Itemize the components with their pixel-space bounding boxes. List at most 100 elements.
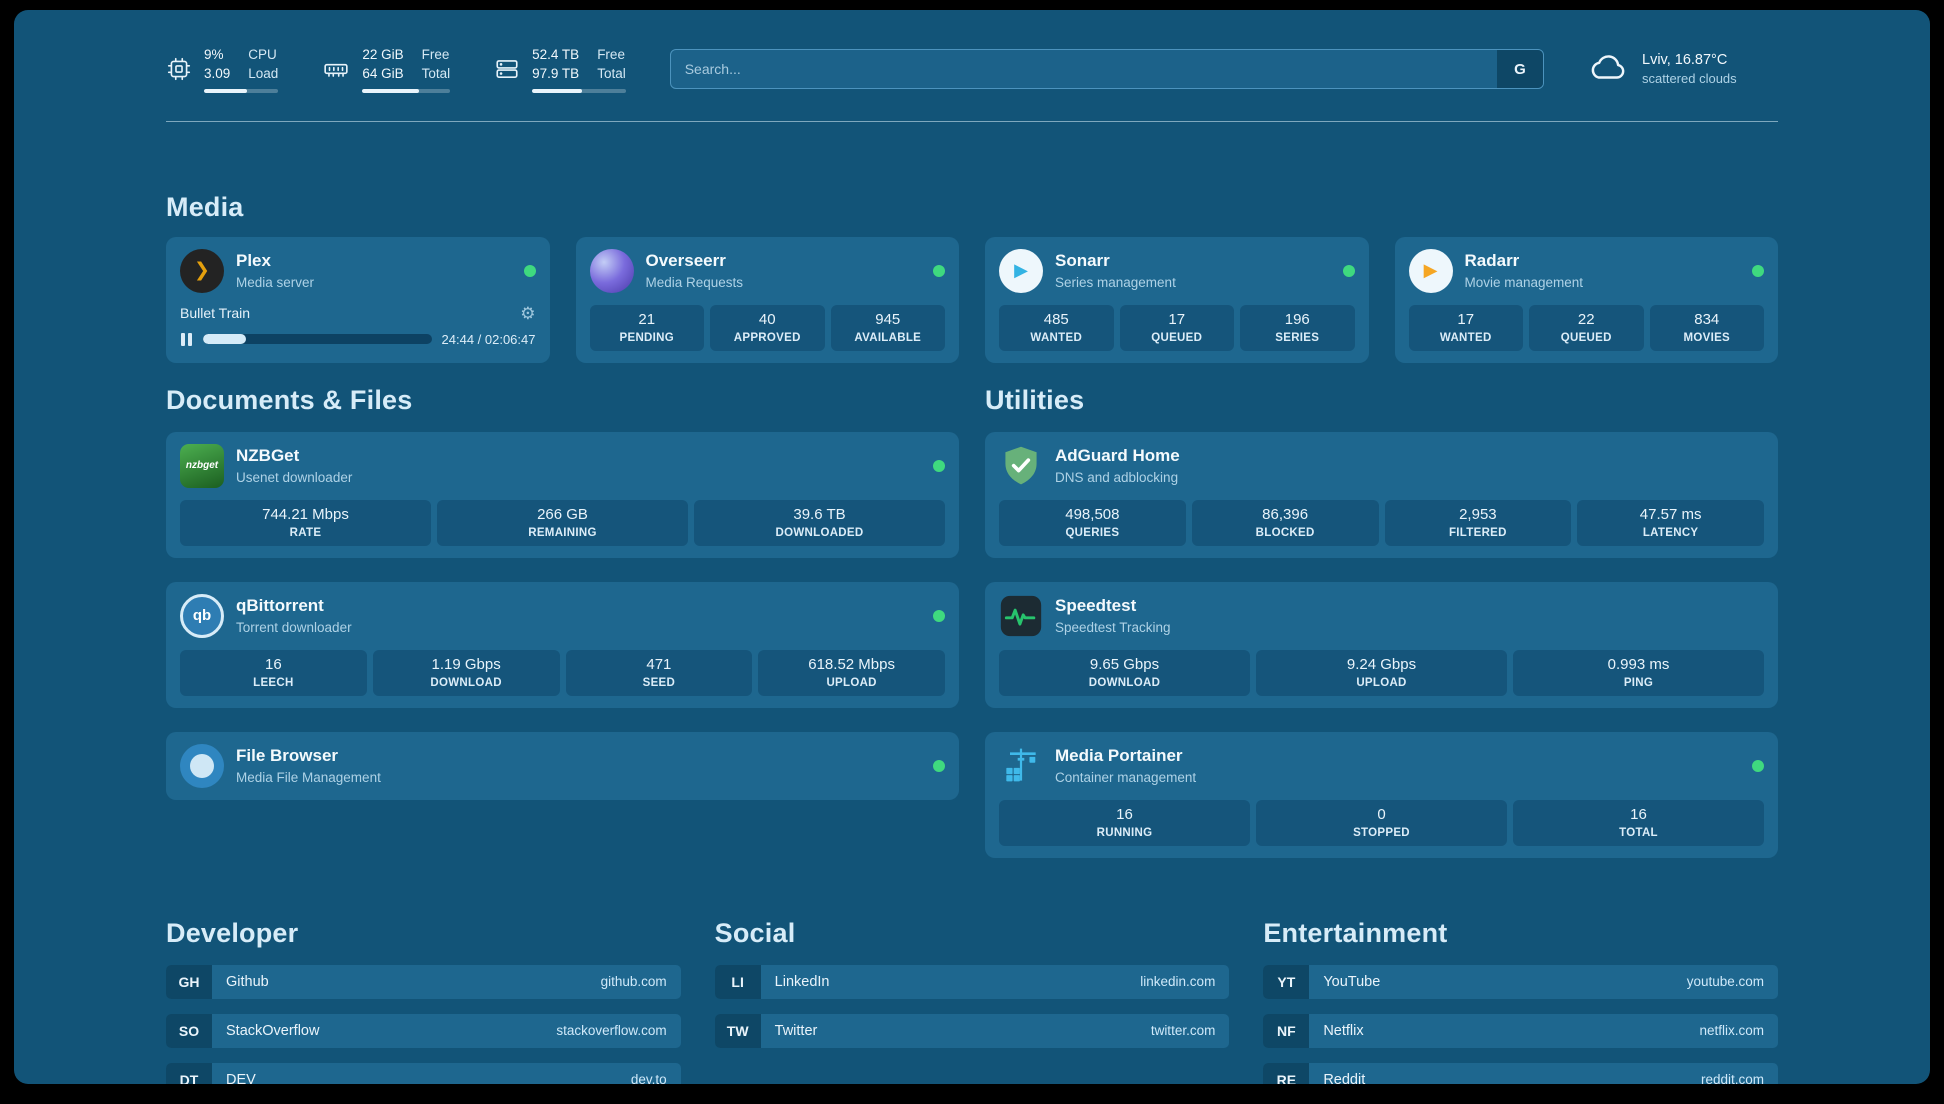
app-name: Sonarr bbox=[1055, 251, 1110, 271]
bookmark-url: stackoverflow.com bbox=[556, 1023, 667, 1039]
playback-progress-bar[interactable] bbox=[203, 334, 432, 345]
stat-total: 16 TOTAL bbox=[1513, 799, 1764, 846]
filebrowser-icon bbox=[180, 743, 224, 788]
bookmark-abbr: DT bbox=[166, 1062, 212, 1084]
search-engine-button[interactable]: G bbox=[1497, 50, 1543, 89]
stat-label: PING bbox=[1623, 676, 1654, 689]
bookmark-group-social: Social LI LinkedIn linkedin.com TW Twitt… bbox=[714, 918, 1230, 1084]
ram-free-label: Free bbox=[421, 47, 450, 62]
stat-ping: 0.993 ms PING bbox=[1513, 649, 1764, 696]
ram-total-label: Total bbox=[421, 65, 451, 81]
bookmark-youtube[interactable]: YT YouTube youtube.com bbox=[1263, 964, 1778, 999]
search-input[interactable] bbox=[670, 50, 1497, 89]
stat-value: 22 bbox=[1577, 310, 1595, 328]
stat-latency: 47.57 ms LATENCY bbox=[1577, 499, 1764, 546]
stat-label: DOWNLOAD bbox=[430, 676, 502, 689]
app-name: Plex bbox=[236, 251, 271, 271]
app-card-radarr[interactable]: ▶ Radarr Movie management 17 WANTED bbox=[1394, 236, 1778, 363]
stat-label: WANTED bbox=[1030, 331, 1083, 344]
stat-value: 196 bbox=[1284, 310, 1310, 328]
pause-icon[interactable] bbox=[180, 332, 193, 347]
bookmark-label: Github bbox=[226, 973, 269, 990]
app-card-sonarr[interactable]: ▶ Sonarr Series management 485 WANTED bbox=[985, 236, 1369, 363]
bookmark-netflix[interactable]: NF Netflix netflix.com bbox=[1263, 1013, 1778, 1048]
stat-value: 47.57 ms bbox=[1639, 505, 1702, 523]
bookmark-url: youtube.com bbox=[1686, 974, 1764, 990]
disk-total-value: 97.9 TB bbox=[532, 65, 580, 81]
stat-value: 471 bbox=[646, 655, 672, 673]
section-utilities: Utilities AdGuard Home DNS and adblockin… bbox=[985, 385, 1778, 858]
stat-value: 744.21 Mbps bbox=[262, 505, 349, 523]
app-card-speedtest[interactable]: Speedtest Speedtest Tracking 9.65 Gbps D… bbox=[985, 581, 1778, 708]
bookmark-url: github.com bbox=[600, 974, 667, 990]
app-subtitle: Speedtest Tracking bbox=[1055, 619, 1171, 635]
bookmark-stackoverflow[interactable]: SO StackOverflow stackoverflow.com bbox=[166, 1013, 681, 1048]
bookmark-reddit[interactable]: RE Reddit reddit.com bbox=[1263, 1062, 1778, 1084]
developer-section-title: Developer bbox=[166, 917, 299, 948]
stat-series: 196 SERIES bbox=[1240, 304, 1355, 351]
stat-download: 1.19 Gbps DOWNLOAD bbox=[372, 649, 560, 696]
stat-label: SERIES bbox=[1275, 331, 1320, 344]
status-dot bbox=[933, 609, 945, 622]
stat-value: 9.24 Gbps bbox=[1346, 655, 1417, 673]
stat-leech: 16 LEECH bbox=[180, 649, 367, 696]
stat-value: 39.6 TB bbox=[793, 505, 846, 523]
app-subtitle: Movie management bbox=[1464, 274, 1584, 290]
app-card-filebrowser[interactable]: File Browser Media File Management bbox=[166, 731, 959, 800]
app-card-overseerr[interactable]: Overseerr Media Requests 21 PENDING 40 A… bbox=[575, 236, 959, 363]
app-name: NZBGet bbox=[236, 446, 300, 466]
weather-location: Lviv, 16.87°C bbox=[1642, 52, 1728, 69]
app-card-qbittorrent[interactable]: qb qBittorrent Torrent downloader 16 LEE… bbox=[166, 581, 959, 708]
app-card-plex[interactable]: ❯ Plex Media server Bullet Train ⚙ bbox=[166, 236, 550, 363]
stat-queries: 498,508 QUERIES bbox=[999, 499, 1186, 546]
disk-icon bbox=[494, 56, 520, 82]
stat-running: 16 RUNNING bbox=[999, 799, 1250, 846]
bookmark-url: reddit.com bbox=[1700, 1072, 1764, 1084]
bookmark-url: dev.to bbox=[630, 1072, 667, 1084]
cpu-usage-value: 9% bbox=[204, 47, 224, 62]
bookmark-linkedin[interactable]: LI LinkedIn linkedin.com bbox=[714, 964, 1230, 999]
cpu-load-value: 3.09 bbox=[204, 65, 231, 81]
stat-downloaded: 39.6 TB DOWNLOADED bbox=[694, 499, 945, 546]
stat-value: 0 bbox=[1377, 805, 1386, 823]
stat-queued: 17 QUEUED bbox=[1119, 304, 1234, 351]
stat-label: BLOCKED bbox=[1255, 526, 1315, 539]
bookmark-github[interactable]: GH Github github.com bbox=[166, 964, 681, 999]
stat-upload: 618.52 Mbps UPLOAD bbox=[758, 649, 945, 696]
app-card-portainer[interactable]: Media Portainer Container management 16 … bbox=[985, 731, 1778, 858]
bookmark-label: LinkedIn bbox=[774, 973, 830, 990]
stat-value: 834 bbox=[1694, 310, 1720, 328]
stat-label: LEECH bbox=[253, 676, 294, 689]
bookmark-abbr: SO bbox=[166, 1013, 212, 1048]
topbar: 9% 3.09 CPU Load bbox=[166, 46, 1778, 93]
stat-upload: 9.24 Gbps UPLOAD bbox=[1256, 649, 1507, 696]
stat-value: 0.993 ms bbox=[1607, 655, 1670, 673]
bookmark-label: StackOverflow bbox=[226, 1022, 320, 1039]
stat-blocked: 86,396 BLOCKED bbox=[1191, 499, 1379, 546]
cloud-icon bbox=[1588, 51, 1630, 88]
gear-icon[interactable]: ⚙ bbox=[520, 303, 536, 323]
stat-value: 40 bbox=[758, 310, 776, 328]
app-name: Media Portainer bbox=[1055, 746, 1183, 766]
stat-remaining: 266 GB REMAINING bbox=[437, 499, 688, 546]
section-media: Media ❯ Plex Media server Bullet Train bbox=[166, 192, 1778, 363]
stat-value: 618.52 Mbps bbox=[808, 655, 895, 673]
stat-stopped: 0 STOPPED bbox=[1256, 799, 1507, 846]
stat-label: REMAINING bbox=[528, 526, 597, 539]
stat-value: 86,396 bbox=[1262, 505, 1309, 523]
app-card-adguard[interactable]: AdGuard Home DNS and adblocking 498,508 … bbox=[985, 431, 1778, 558]
app-card-nzbget[interactable]: nzbget NZBGet Usenet downloader 744.21 M… bbox=[166, 431, 959, 558]
app-name: Overseerr bbox=[645, 251, 726, 271]
bookmark-abbr: TW bbox=[714, 1013, 761, 1048]
stat-wanted: 17 WANTED bbox=[1408, 304, 1523, 351]
stat-label: TOTAL bbox=[1619, 826, 1658, 839]
stat-rate: 744.21 Mbps RATE bbox=[180, 499, 431, 546]
stat-label: QUERIES bbox=[1065, 526, 1120, 539]
bookmark-url: linkedin.com bbox=[1140, 974, 1216, 990]
bookmark-twitter[interactable]: TW Twitter twitter.com bbox=[714, 1013, 1230, 1048]
bookmark-dev[interactable]: DT DEV dev.to bbox=[166, 1062, 681, 1084]
speedtest-pulse-icon bbox=[999, 594, 1043, 638]
dashboard: 9% 3.09 CPU Load bbox=[14, 10, 1930, 1084]
stat-label: QUEUED bbox=[1151, 331, 1203, 344]
radarr-icon: ▶ bbox=[1408, 248, 1453, 293]
